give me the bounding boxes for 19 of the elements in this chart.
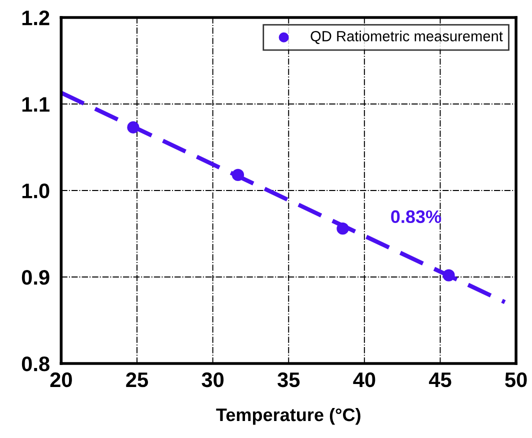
x-axis-title: Temperature (°C): [216, 408, 360, 425]
x-tick-label: 40: [353, 372, 376, 388]
legend-label: QD Ratiometric measurement: [310, 30, 503, 44]
point: [336, 222, 349, 235]
point: [127, 121, 140, 134]
y-tick-label: 1.2: [22, 10, 50, 26]
y-tick-label: 1.0: [22, 184, 50, 198]
y-tick-label: 0.9: [22, 270, 50, 285]
x-tick-label: 45: [428, 372, 452, 388]
y-tick-label: 1.1: [22, 97, 50, 112]
x-tick-label: 50: [505, 372, 527, 388]
y-tick-label: 0.8: [22, 356, 50, 372]
point: [232, 168, 244, 182]
x-tick-label: 20: [50, 372, 72, 388]
x-tick-label: 25: [126, 372, 148, 388]
x-tick-label: 30: [202, 372, 224, 388]
point: [442, 269, 455, 282]
annotation: 0.83%: [391, 210, 442, 224]
x-tick-label: 35: [278, 372, 300, 388]
